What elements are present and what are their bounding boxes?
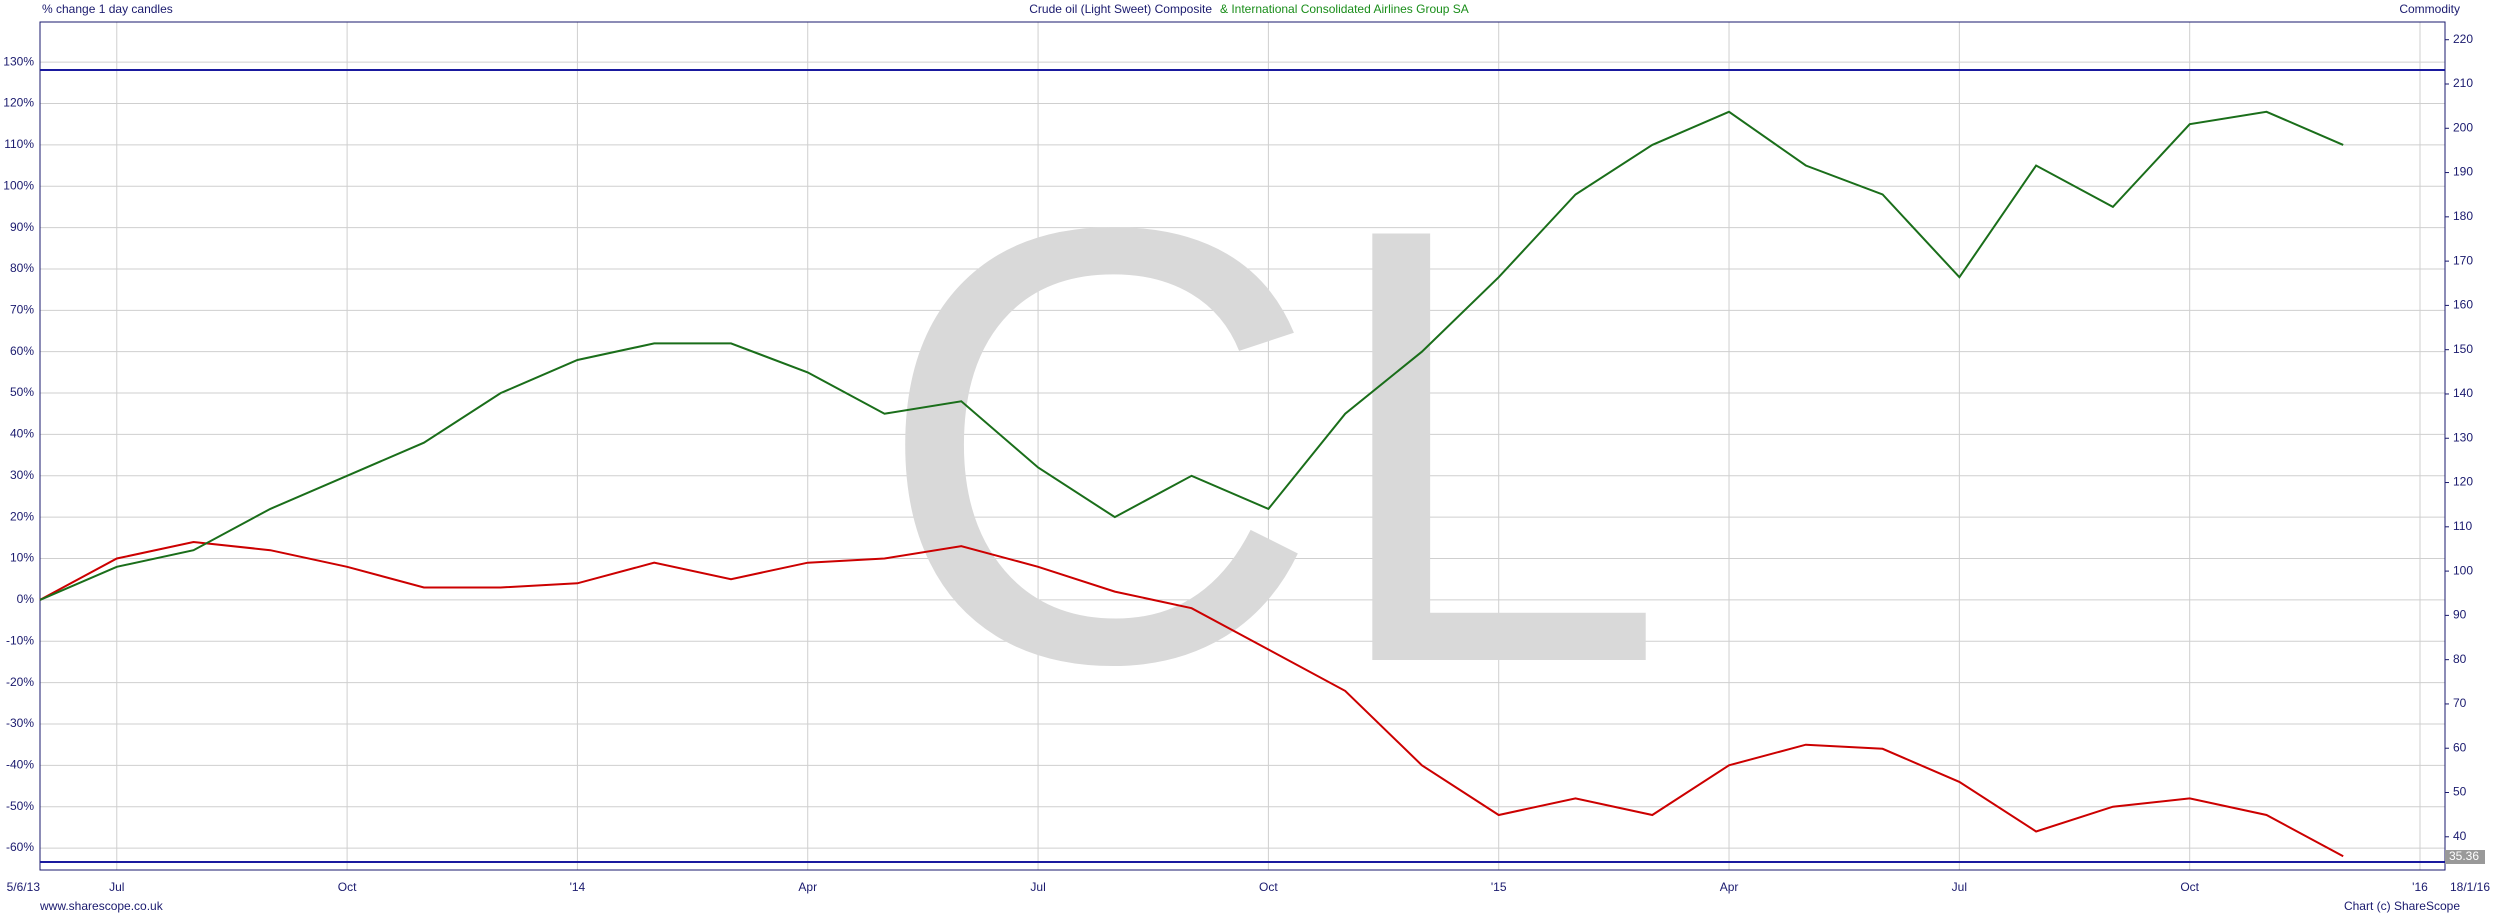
y-tick-label: -20% xyxy=(6,675,34,689)
x-tick-label: Apr xyxy=(1720,880,1739,894)
y-tick-label: 60% xyxy=(10,344,34,358)
y2-tick-label: 160 xyxy=(2453,298,2473,312)
watermark: CL xyxy=(874,100,1667,792)
y-tick-label: 30% xyxy=(10,468,34,482)
footer-left: www.sharescope.co.uk xyxy=(39,899,164,913)
x-tick-label: Apr xyxy=(798,880,817,894)
y-tick-label: 40% xyxy=(10,427,34,441)
x-tick-label: Jul xyxy=(1030,880,1045,894)
y2-tick-label: 210 xyxy=(2453,76,2473,90)
y-tick-label: 120% xyxy=(3,96,34,110)
x-tick-label: Jul xyxy=(109,880,124,894)
y-tick-label: -40% xyxy=(6,758,34,772)
y-tick-label: -10% xyxy=(6,633,34,647)
price-tag xyxy=(2445,850,2485,864)
x-tick-label: Oct xyxy=(338,880,357,894)
x-tick-label: Oct xyxy=(1259,880,1278,894)
x-tick-label: Jul xyxy=(1952,880,1967,894)
y2-tick-label: 130 xyxy=(2453,430,2473,444)
y-tick-label: 0% xyxy=(17,592,35,606)
end-date-label: 18/1/16 xyxy=(2450,880,2490,894)
y-tick-label: 100% xyxy=(3,178,34,192)
y-tick-label: -50% xyxy=(6,799,34,813)
x-tick-label: '16 xyxy=(2412,880,2428,894)
y-tick-label: -30% xyxy=(6,716,34,730)
y-tick-label: 10% xyxy=(10,551,34,565)
y-tick-label: 20% xyxy=(10,509,34,523)
chart-title: Crude oil (Light Sweet) Composite xyxy=(1029,2,1212,16)
top-left-label: % change 1 day candles xyxy=(42,2,173,16)
plot-frame xyxy=(39,21,2446,871)
x-tick-label: 5/6/13 xyxy=(7,880,41,894)
y2-tick-label: 110 xyxy=(2453,519,2472,533)
y2-tick-label: 50 xyxy=(2453,785,2467,799)
y2-tick-label: 90 xyxy=(2453,608,2467,622)
y2-tick-label: 200 xyxy=(2453,120,2473,134)
y-tick-label: 80% xyxy=(10,261,34,275)
y-tick-label: 130% xyxy=(3,54,34,68)
series-line xyxy=(39,540,2344,858)
y2-tick-label: 190 xyxy=(2453,165,2473,179)
top-right-label: Commodity xyxy=(2399,2,2460,16)
y2-tick-label: 180 xyxy=(2453,209,2473,223)
y2-tick-label: 40 xyxy=(2453,829,2467,843)
y-tick-label: 50% xyxy=(10,385,34,399)
y2-tick-label: 220 xyxy=(2453,32,2473,46)
y2-tick-label: 170 xyxy=(2453,253,2473,267)
y2-tick-label: 70 xyxy=(2453,696,2467,710)
last-price: 35.36 xyxy=(2449,849,2479,863)
y2-tick-label: 80 xyxy=(2453,652,2467,666)
x-tick-label: '15 xyxy=(1491,880,1507,894)
y2-tick-label: 150 xyxy=(2453,342,2473,356)
x-tick-label: Oct xyxy=(2180,880,2199,894)
y2-tick-label: 140 xyxy=(2453,386,2473,400)
y2-tick-label: 100 xyxy=(2453,563,2473,577)
y-tick-label: 90% xyxy=(10,220,34,234)
y-tick-label: 70% xyxy=(10,302,34,316)
y-tick-label: -60% xyxy=(6,840,34,854)
footer-right: Chart (c) ShareScope xyxy=(2344,899,2460,913)
y2-tick-label: 60 xyxy=(2453,740,2467,754)
y2-tick-label: 120 xyxy=(2453,475,2473,489)
chart-subtitle: & International Consolidated Airlines Gr… xyxy=(1220,2,1469,16)
x-tick-label: '14 xyxy=(570,880,586,894)
series-line xyxy=(39,110,2344,601)
y-tick-label: 110% xyxy=(4,137,34,151)
